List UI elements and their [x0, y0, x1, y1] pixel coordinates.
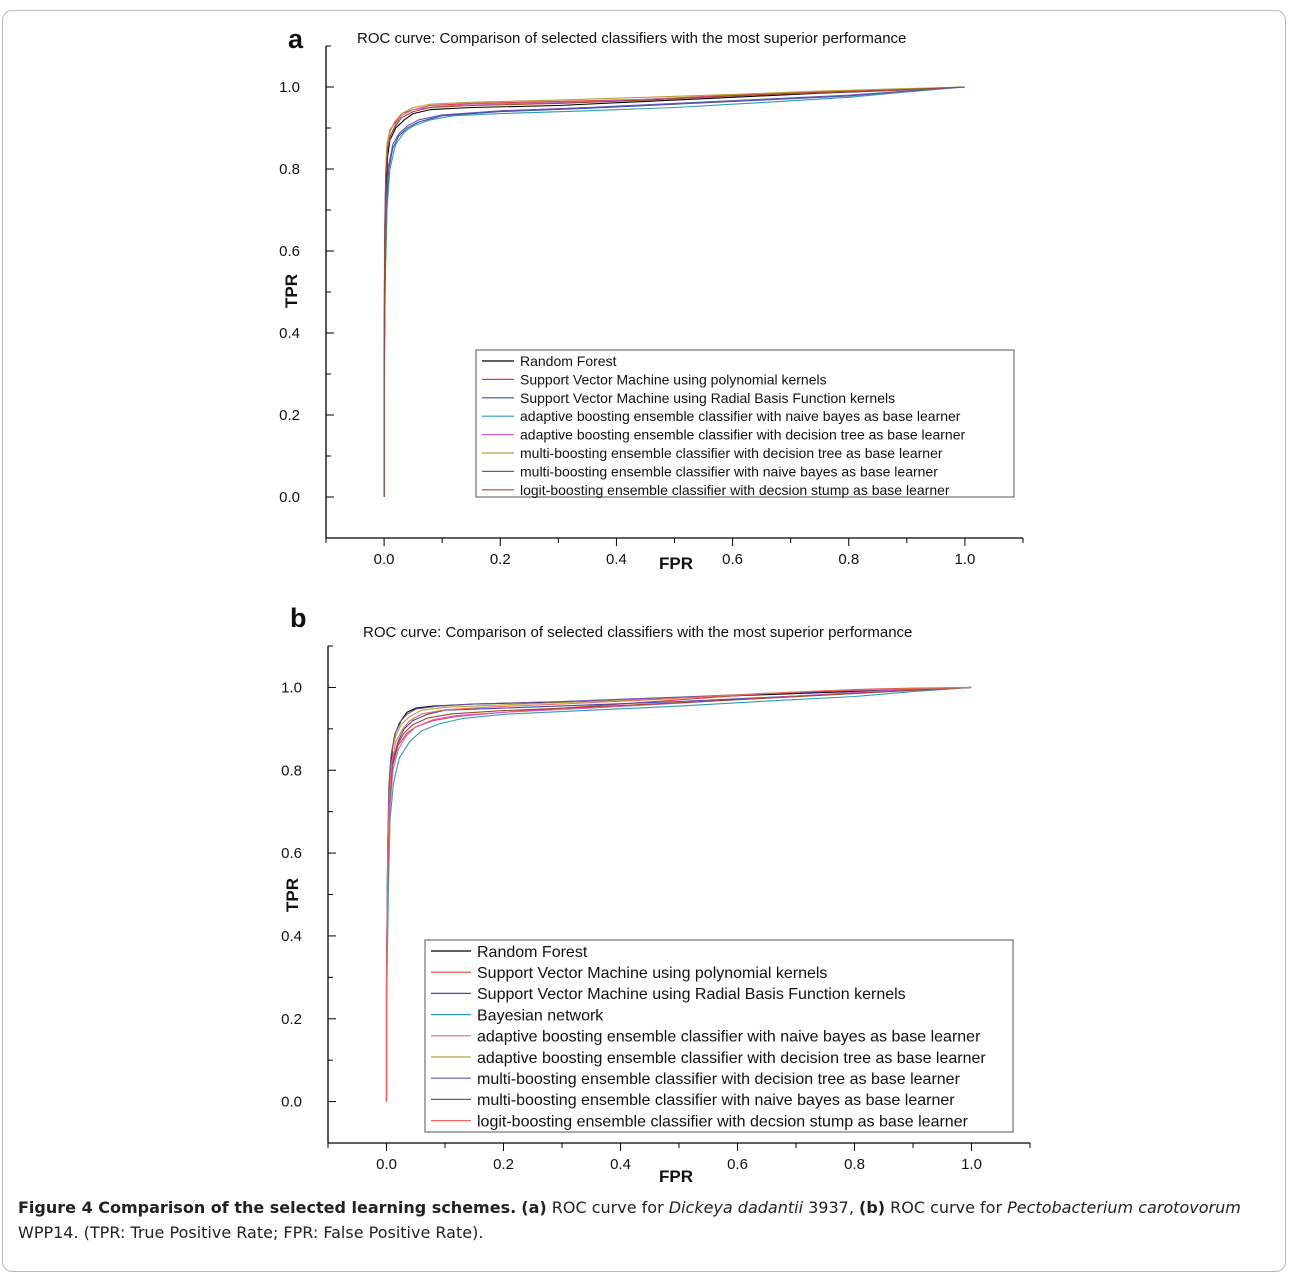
- legend-entry: Random Forest: [477, 944, 588, 961]
- legend-entry: Support Vector Machine using Radial Basi…: [477, 986, 906, 1003]
- y-axis-label: TPR: [282, 274, 301, 308]
- x-tick-label: 0.6: [722, 551, 743, 568]
- caption-part-a-label: (a): [521, 1198, 547, 1217]
- legend-entry: Support Vector Machine using polynomial …: [520, 371, 827, 387]
- legend-entry: adaptive boosting ensemble classifier wi…: [520, 408, 961, 424]
- legend: Random Forest Support Vector Machine usin…: [475, 349, 1015, 498]
- x-axis-label: FPR: [659, 1167, 693, 1186]
- chart-panel-a: a ROC curve: Comparison of selected class…: [279, 24, 1024, 573]
- legend-entry: multi-boosting ensemble classifier with …: [520, 445, 943, 461]
- series-line-4: [385, 686, 972, 1102]
- chart-title: ROC curve: Comparison of selected classi…: [363, 624, 912, 641]
- legend-entry: multi-boosting ensemble classifier with …: [477, 1071, 961, 1088]
- legend-entry: multi-boosting ensemble classifier with …: [477, 1092, 955, 1109]
- legend-box: [424, 939, 1014, 1133]
- panel-label: a: [288, 24, 304, 54]
- x-tick-label: 0.8: [844, 1156, 865, 1173]
- legend-entry: adaptive boosting ensemble classifier wi…: [477, 1029, 981, 1046]
- caption-part-b-text-2: WPP14. (TPR: True Positive Rate; FPR: Fa…: [18, 1223, 484, 1242]
- panel-label: b: [290, 603, 307, 633]
- y-tick-label: 0.2: [281, 1011, 302, 1028]
- x-tick-label: 0.4: [610, 1156, 631, 1173]
- legend-entry: adaptive boosting ensemble classifier wi…: [477, 1050, 986, 1067]
- y-tick-label: 1.0: [281, 679, 302, 696]
- legend-entry: multi-boosting ensemble classifier with …: [520, 463, 938, 479]
- y-tick-label: 0.8: [281, 762, 302, 779]
- chart-title: ROC curve: Comparison of selected classi…: [357, 30, 906, 47]
- y-tick-label: 0.6: [281, 845, 302, 862]
- caption-figure-label: Figure 4 Comparison of the selected lear…: [18, 1198, 517, 1217]
- caption-part-b-label: (b): [859, 1198, 886, 1217]
- legend-entry: adaptive boosting ensemble classifier wi…: [520, 427, 965, 443]
- x-tick-label: 0.0: [376, 1156, 397, 1173]
- y-axis-label: TPR: [283, 878, 302, 912]
- chart-panel-b: b ROC curve: Comparison of selected class…: [281, 603, 1031, 1186]
- caption-part-b-text-1: ROC curve for: [885, 1198, 1008, 1217]
- y-tick-label: 0.2: [279, 407, 300, 424]
- y-tick-label: 0.4: [279, 325, 300, 342]
- figure-charts: a ROC curve: Comparison of selected class…: [279, 24, 1031, 1186]
- x-tick-label: 0.8: [838, 551, 859, 568]
- series-line-7: [383, 86, 965, 497]
- legend-entry: logit-boosting ensemble classifier with …: [520, 482, 950, 498]
- y-tick-label: 0.6: [279, 243, 300, 260]
- x-tick-label: 0.6: [727, 1156, 748, 1173]
- x-tick-label: 1.0: [954, 551, 975, 568]
- legend-entry: Bayesian network: [477, 1007, 604, 1024]
- legend-entry: logit-boosting ensemble classifier with …: [477, 1113, 969, 1130]
- x-tick-label: 0.0: [374, 551, 395, 568]
- caption-part-b-species: Pectobacterium carotovorum: [1007, 1198, 1241, 1217]
- x-tick-label: 0.4: [606, 551, 627, 568]
- caption-part-a-species: Dickeya dadantii: [668, 1198, 804, 1217]
- legend-entry: Support Vector Machine using Radial Basi…: [520, 390, 895, 406]
- y-tick-label: 1.0: [279, 79, 300, 96]
- y-tick-label: 0.0: [279, 489, 300, 506]
- x-axis-label: FPR: [659, 554, 693, 573]
- y-tick-label: 0.8: [279, 161, 300, 178]
- series-line-9: [385, 686, 972, 1102]
- x-tick-label: 0.2: [490, 551, 511, 568]
- x-tick-label: 1.0: [961, 1156, 982, 1173]
- figure-caption: Figure 4 Comparison of the selected lear…: [18, 1195, 1268, 1245]
- legend-box: [475, 349, 1015, 498]
- caption-part-a-text-2: 3937,: [803, 1198, 859, 1217]
- series-line-8: [383, 86, 965, 497]
- legend-entry: Random Forest: [520, 353, 617, 369]
- x-tick-label: 0.2: [493, 1156, 514, 1173]
- legend-entry: Support Vector Machine using polynomial …: [477, 965, 827, 982]
- legend: Random Forest Support Vector Machine usin…: [424, 939, 1014, 1133]
- y-tick-label: 0.4: [281, 928, 302, 945]
- series-line-4: [383, 86, 965, 497]
- y-tick-label: 0.0: [281, 1094, 302, 1111]
- caption-part-a-text-1: ROC curve for: [546, 1198, 669, 1217]
